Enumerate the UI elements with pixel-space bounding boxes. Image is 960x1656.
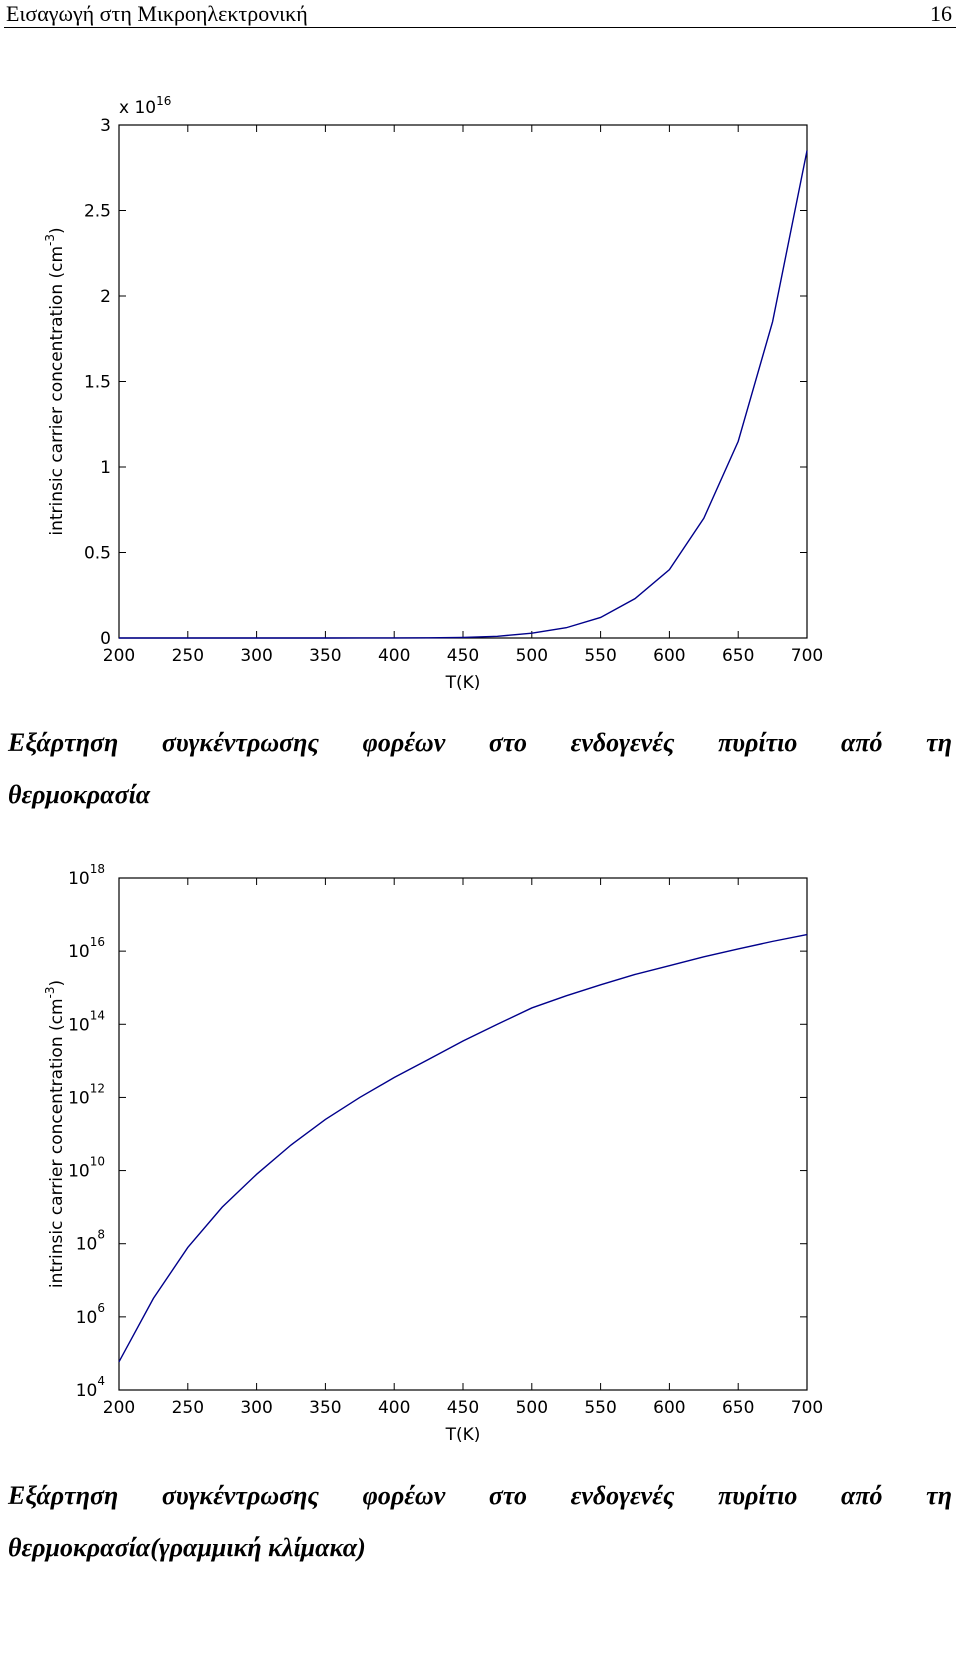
label-exponent: -3: [43, 234, 57, 246]
tick-exponent: 4: [97, 1374, 105, 1388]
caption-line: Εξάρτηση συγκέντρωσης φορέων στο ενδογεν…: [8, 1481, 952, 1510]
tick-base: 10: [76, 1235, 98, 1255]
tick-base: 10: [76, 1308, 98, 1328]
y-tick-label: 1010: [68, 1155, 105, 1182]
x-tick-label: 350: [309, 1398, 341, 1418]
data-line: [118, 933, 808, 1363]
tick-exponent: 12: [90, 1081, 105, 1095]
tick-exponent: 10: [90, 1155, 105, 1169]
caption-line: θερμοκρασία: [8, 780, 151, 809]
y-tick-label: 106: [76, 1301, 105, 1328]
label-exponent: -3: [43, 986, 57, 998]
x-tick-label: 600: [653, 1398, 685, 1418]
x-tick-label: 500: [516, 1398, 548, 1418]
header-rule: [4, 27, 956, 28]
y-tick-label: 2: [100, 287, 111, 307]
x-tick-label: 650: [722, 646, 754, 666]
x-axis-label: T(K): [445, 1425, 481, 1445]
data-line: [119, 150, 808, 639]
y-tick-label: 1012: [68, 1081, 105, 1108]
tick-base: 10: [68, 942, 90, 962]
x-tick-label: 300: [240, 1398, 272, 1418]
y-tick-label: 1018: [68, 862, 105, 889]
plot-area: [118, 124, 808, 639]
y-multiplier: x 1016: [119, 94, 171, 118]
x-tick-label: 550: [584, 646, 616, 666]
tick-base: 10: [68, 869, 90, 889]
tick-base: 10: [76, 1381, 98, 1401]
y-axis-label: intrinsic carrier concentration (cm-3): [43, 227, 67, 535]
tick-exponent: 14: [90, 1008, 105, 1022]
x-tick-label: 700: [791, 646, 823, 666]
y-tick-label: 1014: [68, 1008, 105, 1035]
header-title: Εισαγωγή στη Μικροηλεκτρονική: [6, 1, 308, 26]
x-tick-label: 650: [722, 1398, 754, 1418]
label-text: ): [47, 227, 67, 234]
y-axis-label: intrinsic carrier concentration (cm-3): [43, 980, 67, 1288]
x-tick-label: 300: [240, 646, 272, 666]
y-tick-label: 1016: [68, 935, 105, 962]
y-tick-label: 0: [100, 629, 111, 649]
multiplier-exponent: 16: [156, 94, 171, 108]
x-tick-label: 250: [172, 1398, 204, 1418]
x-tick-label: 400: [378, 1398, 410, 1418]
x-tick-label: 200: [103, 646, 135, 666]
label-text: intrinsic carrier concentration (cm: [47, 246, 67, 536]
x-tick-label: 250: [172, 646, 204, 666]
y-tick-label: 1: [100, 458, 111, 478]
y-tick-label: 108: [76, 1228, 105, 1255]
multiplier-base: x 10: [119, 98, 156, 118]
x-tick-label: 200: [103, 1398, 135, 1418]
x-tick-label: 350: [309, 646, 341, 666]
y-tick-label: 2.5: [84, 202, 111, 222]
y-tick-label: 3: [100, 116, 111, 136]
tick-exponent: 16: [90, 935, 105, 949]
y-tick-label: 0.5: [84, 544, 111, 564]
tick-base: 10: [68, 1015, 90, 1035]
y-tick-label: 104: [76, 1374, 105, 1401]
caption-line: θερμοκρασία(γραμμική κλίμακα): [8, 1533, 366, 1562]
x-tick-label: 500: [516, 646, 548, 666]
x-tick-label: 450: [447, 1398, 479, 1418]
caption-line: Εξάρτηση συγκέντρωσης φορέων στο ενδογεν…: [8, 728, 952, 757]
x-axis-label: T(K): [445, 673, 481, 693]
y-tick-label: 1.5: [84, 373, 111, 393]
tick-exponent: 6: [97, 1301, 105, 1315]
x-tick-label: 400: [378, 646, 410, 666]
label-text: intrinsic carrier concentration (cm: [47, 998, 67, 1288]
plot-area: [118, 877, 808, 1391]
tick-base: 10: [68, 1088, 90, 1108]
tick-exponent: 8: [97, 1228, 105, 1242]
page-number: 16: [930, 1, 952, 26]
x-tick-label: 600: [653, 646, 685, 666]
tick-base: 10: [68, 1162, 90, 1182]
x-tick-label: 700: [791, 1398, 823, 1418]
x-tick-label: 450: [447, 646, 479, 666]
tick-exponent: 18: [90, 862, 105, 876]
label-text: ): [47, 980, 67, 987]
x-tick-label: 550: [584, 1398, 616, 1418]
